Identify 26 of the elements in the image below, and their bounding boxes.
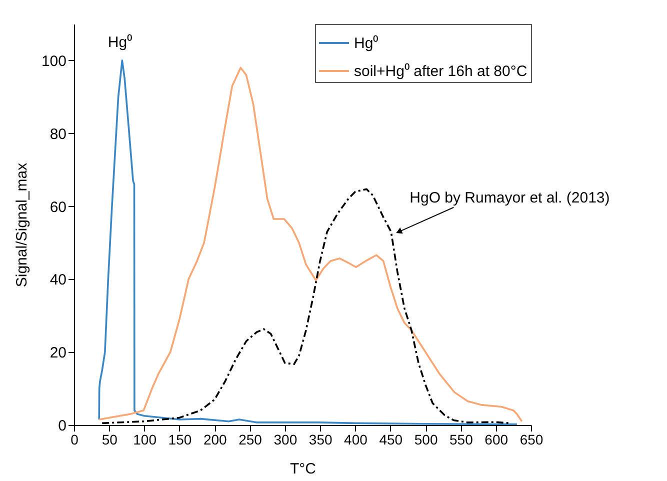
legend-label: Hg⁰ <box>354 35 378 52</box>
x-tick-label: 500 <box>414 432 438 448</box>
y-tick-label: 20 <box>50 344 66 362</box>
x-tick-label: 550 <box>450 432 474 448</box>
x-tick-label: 300 <box>274 432 298 448</box>
y-tick-label: 100 <box>41 52 66 70</box>
y-axis-title: Signal/Signal_max <box>13 162 30 288</box>
x-tick-label: 450 <box>379 432 403 448</box>
x-tick-label: 350 <box>308 432 332 448</box>
annotation: HgO by Rumayor et al. (2013) <box>410 189 610 206</box>
x-tick-label: 50 <box>102 432 118 448</box>
legend-label: soil+Hg⁰ after 16h at 80°C <box>354 63 528 80</box>
annotation: Hg⁰ <box>108 34 132 51</box>
y-tick-label: 60 <box>50 198 66 216</box>
x-tick-label: 600 <box>484 432 508 448</box>
y-tick-label: 80 <box>50 126 66 143</box>
x-tick-label: 150 <box>168 432 192 448</box>
x-axis-title: T°C <box>290 460 316 478</box>
x-tick-label: 0 <box>70 432 79 448</box>
x-tick-label: 250 <box>238 432 262 448</box>
x-tick-label: 650 <box>520 432 544 448</box>
x-tick-label: 100 <box>133 432 157 448</box>
x-tick-label: 400 <box>344 432 368 448</box>
y-tick-label: 0 <box>58 418 66 434</box>
x-tick-label: 200 <box>203 432 228 448</box>
y-tick-label: 40 <box>50 272 66 289</box>
